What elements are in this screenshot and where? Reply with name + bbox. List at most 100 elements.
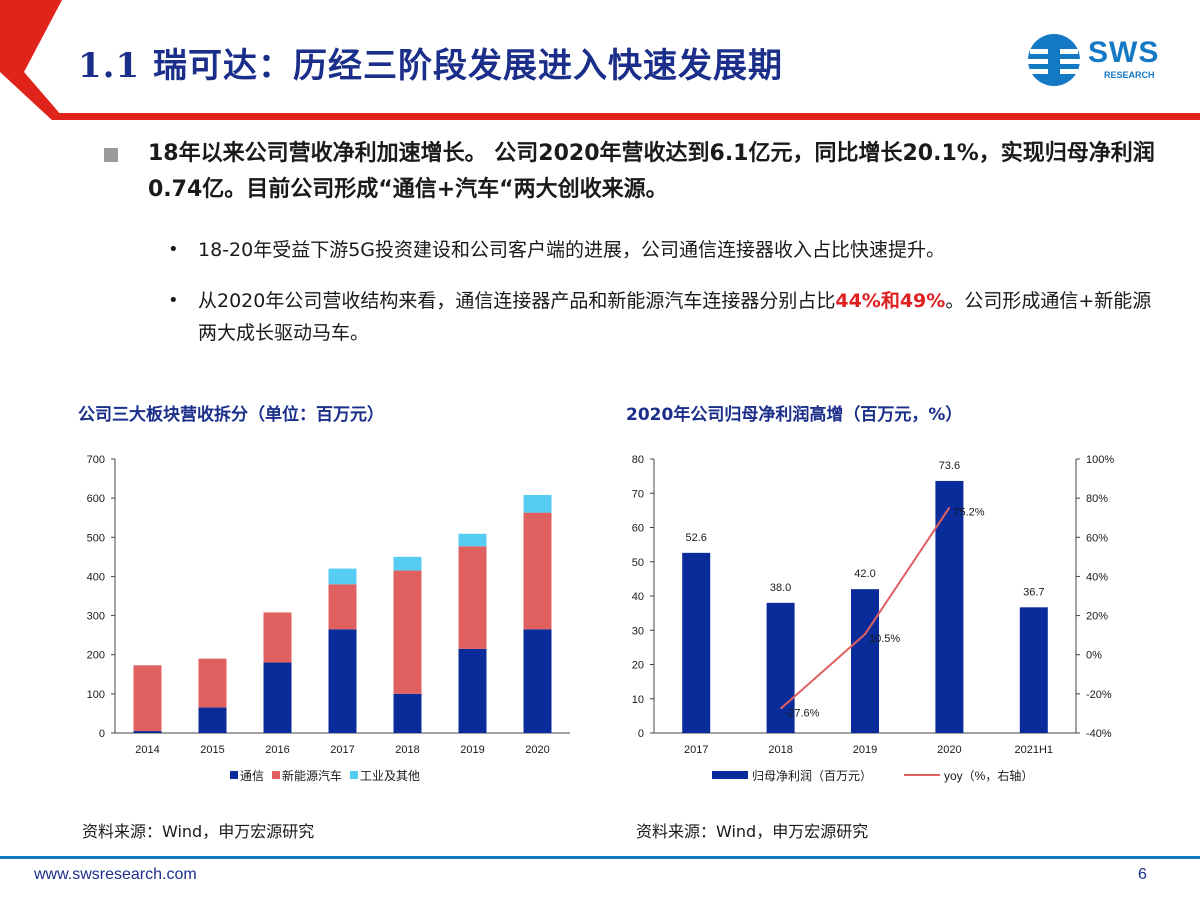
bar-segment <box>523 629 552 733</box>
header-bottom-bar <box>54 113 1200 120</box>
bar-segment <box>263 612 292 663</box>
legend-label: 工业及其他 <box>360 769 420 783</box>
profit-bar <box>1019 607 1048 733</box>
footer-website[interactable]: www.swsresearch.com <box>34 866 197 883</box>
main-point-text: 18年以来公司营收净利加速增长。 公司2020年营收达到6.1亿元，同比增长20… <box>148 141 1155 202</box>
right-y-tick-label: 100% <box>1086 454 1114 466</box>
left-y-tick-label: 30 <box>632 625 644 637</box>
header-red-accent <box>0 0 56 72</box>
chart-2-title: 2020年公司归母净利润高增（百万元，%） <box>626 405 963 425</box>
x-tick-label: 2019 <box>460 744 484 756</box>
revenue-stacked-bar-chart: 0 100 200 300 400 500 600 700 2014 2015 2016 2017 20… <box>87 454 570 783</box>
profit-bar <box>935 480 964 733</box>
bar-segment <box>198 707 227 733</box>
bar-segment <box>328 568 357 585</box>
x-tick-label: 2016 <box>265 744 289 756</box>
left-y-tick-label: 50 <box>632 557 644 569</box>
slide-header: 1.1 瑞可达：历经三阶段发展进入快速发展期 SWS RESEARCH <box>0 0 1200 120</box>
right-y-tick-label: 40% <box>1086 571 1108 583</box>
bar-segment <box>458 533 487 547</box>
x-tick-label: 2018 <box>395 744 419 756</box>
profit-bar-label: 52.6 <box>685 532 706 544</box>
left-y-tick-label: 0 <box>638 728 644 740</box>
legend-swatch <box>230 771 238 779</box>
bar-segment <box>523 512 552 630</box>
y-tick-label: 600 <box>87 493 105 505</box>
bar-segment <box>198 658 227 708</box>
footer-divider <box>0 856 1200 859</box>
x-tick-label: 2017 <box>330 744 354 756</box>
y-tick-label: 700 <box>87 454 105 466</box>
x-tick-label: 2020 <box>937 744 961 756</box>
y-tick-label: 100 <box>87 689 105 701</box>
square-bullet-icon <box>104 148 118 162</box>
header-background <box>0 0 1200 120</box>
bar-segment <box>393 570 422 694</box>
bar-segment <box>328 629 357 733</box>
page-title: 1.1 瑞可达：历经三阶段发展进入快速发展期 <box>78 46 783 86</box>
right-y-tick-label: -40% <box>1086 728 1112 740</box>
profit-bar <box>766 602 795 733</box>
legend-label: 通信 <box>240 769 264 783</box>
bar-segment <box>523 495 552 513</box>
left-y-tick-label: 40 <box>632 591 644 603</box>
yoy-line <box>779 506 951 710</box>
sws-logo: SWS RESEARCH <box>1026 32 1176 88</box>
y-tick-label: 300 <box>87 611 105 623</box>
bar-segment <box>328 584 357 630</box>
logo-wordmark: SWS <box>1088 36 1160 69</box>
bullet-dot-icon: • <box>168 290 179 311</box>
right-y-tick-label: -20% <box>1086 689 1112 701</box>
y-tick-label: 200 <box>87 650 105 662</box>
sub-point-text: 18-20年受益下游5G投资建设和公司客户端的进展，公司通信连接器收入占比快速提… <box>198 239 946 261</box>
y-tick-label: 0 <box>99 728 105 740</box>
chart-1-title: 公司三大板块营收拆分（单位：百万元） <box>78 405 384 425</box>
bar-segment <box>458 648 487 733</box>
bar-segment <box>133 665 162 732</box>
sub-point-text-before: 从2020年公司营收结构来看，通信连接器产品和新能源汽车连接器分别占比 <box>198 290 836 312</box>
right-y-tick-label: 80% <box>1086 493 1108 505</box>
legend-label-line: yoy（%，右轴） <box>944 768 1033 783</box>
x-tick-label: 2021H1 <box>1015 744 1054 756</box>
bar-segment <box>393 693 422 733</box>
left-y-tick-label: 80 <box>632 454 644 466</box>
y-tick-label: 500 <box>87 532 105 544</box>
chart-1-source: 资料来源：Wind，申万宏源研究 <box>82 822 315 841</box>
globe-icon <box>1028 34 1080 86</box>
bar-segment <box>393 556 422 571</box>
sub-point-text-after: 。公司形成通信+新能源两大成长驱动马车。 <box>198 290 1152 344</box>
profit-bar-label: 36.7 <box>1023 586 1044 598</box>
net-profit-bar-line-chart: 0 10 20 30 40 50 60 70 80 -40% -20% 0% 20% 40% 60% 80% 1… <box>632 454 1115 783</box>
left-y-tick-label: 10 <box>632 694 644 706</box>
x-tick-label: 2017 <box>684 744 708 756</box>
profit-bar-label: 42.0 <box>854 568 875 580</box>
bar-segment <box>458 546 487 649</box>
highlight-percent: 44%和49% <box>835 290 946 312</box>
left-y-tick-label: 20 <box>632 660 644 672</box>
left-y-tick-label: 70 <box>632 488 644 500</box>
x-tick-label: 2014 <box>135 744 159 756</box>
right-y-tick-label: 60% <box>1086 532 1108 544</box>
x-tick-label: 2015 <box>200 744 224 756</box>
profit-bar-label: 73.6 <box>939 460 960 472</box>
y-tick-label: 400 <box>87 571 105 583</box>
legend-swatch-bar <box>712 771 748 779</box>
right-y-tick-label: 0% <box>1086 650 1102 662</box>
x-tick-label: 2019 <box>853 744 877 756</box>
profit-bar-label: 38.0 <box>770 582 791 594</box>
yoy-label: 75.2% <box>953 507 984 519</box>
profit-bar <box>682 552 711 733</box>
profit-bar <box>851 589 879 733</box>
yoy-label: -27.6% <box>785 708 820 720</box>
bullet-dot-icon: • <box>168 239 179 260</box>
sub-point-text: 从2020年公司营收结构来看，通信连接器产品和新能源汽车连接器分别占比44%和4… <box>198 285 1158 349</box>
x-tick-label: 2020 <box>525 744 549 756</box>
bar-segment <box>133 731 162 733</box>
legend-swatch <box>272 771 280 779</box>
legend-label: 新能源汽车 <box>282 768 342 783</box>
page-number: 6 <box>1138 866 1147 883</box>
chart-2-source: 资料来源：Wind，申万宏源研究 <box>636 822 869 841</box>
legend-label-bar: 归母净利润（百万元） <box>752 769 872 783</box>
x-tick-label: 2018 <box>768 744 792 756</box>
bar-segment <box>263 662 292 733</box>
